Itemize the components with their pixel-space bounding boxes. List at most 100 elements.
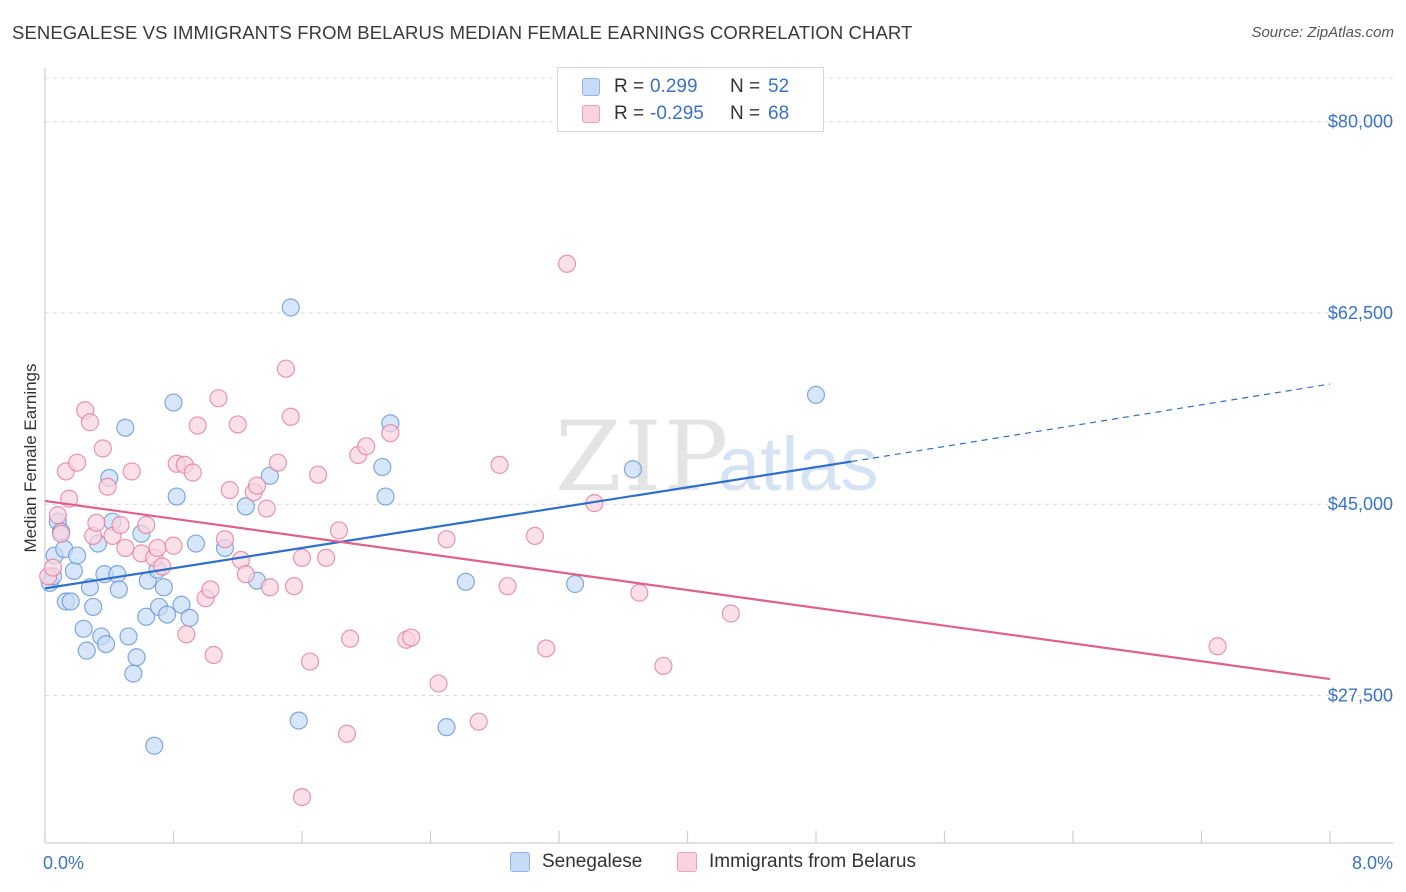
chart-title: SENEGALESE VS IMMIGRANTS FROM BELARUS ME… <box>12 22 913 43</box>
point-belarus <box>557 254 577 273</box>
point-belarus <box>201 580 220 599</box>
point-belarus <box>429 674 448 693</box>
watermark-zip: ZIP <box>555 401 730 513</box>
point-senegalese <box>137 607 156 626</box>
point-senegalese <box>236 497 255 516</box>
point-belarus <box>402 628 421 647</box>
x-tick-label: 8.0% <box>1352 853 1393 873</box>
point-senegalese <box>164 393 183 412</box>
point-senegalese <box>456 572 475 591</box>
point-belarus <box>137 515 156 535</box>
point-senegalese <box>154 578 173 597</box>
point-belarus <box>490 455 509 474</box>
point-belarus <box>381 424 400 443</box>
point-belarus <box>43 558 63 577</box>
point-belarus <box>1208 637 1227 656</box>
point-senegalese <box>373 457 392 477</box>
point-belarus <box>236 565 255 584</box>
legend-label-senegalese: Senegalese <box>542 851 643 872</box>
gridlines <box>45 77 1393 696</box>
point-belarus <box>87 513 106 532</box>
point-belarus <box>292 548 312 567</box>
point-belarus <box>68 453 87 472</box>
x-tick-label: 0.0% <box>43 853 84 873</box>
stats-legend: R = 0.299 N = 52 R = -0.295 N = 68 <box>557 67 824 132</box>
source-label: Source: ZipAtlas.com <box>1251 24 1394 41</box>
point-belarus <box>357 437 376 456</box>
r-label: R = <box>614 103 645 124</box>
legend-item-belarus[interactable]: Immigrants from Belarus <box>677 851 916 873</box>
legend-row-belarus: R = -0.295 N = 68 <box>582 102 789 126</box>
point-belarus <box>177 625 196 644</box>
point-senegalese <box>806 385 826 405</box>
point-belarus <box>111 515 130 535</box>
n-label: N = <box>730 76 761 97</box>
point-senegalese <box>64 561 84 580</box>
legend-label-belarus: Immigrants from Belarus <box>709 851 916 872</box>
point-senegalese <box>565 574 585 594</box>
point-senegalese <box>623 460 642 479</box>
data-points <box>39 254 1227 807</box>
point-belarus <box>209 389 228 408</box>
point-belarus <box>276 359 296 378</box>
legend-item-senegalese[interactable]: Senegalese <box>510 851 642 873</box>
point-belarus <box>183 463 202 482</box>
point-belarus <box>654 656 673 676</box>
y-tick-label: $62,500 <box>1328 303 1393 323</box>
point-belarus <box>153 557 172 576</box>
point-belarus <box>284 577 304 596</box>
point-belarus <box>329 521 349 540</box>
legend-swatch-belarus <box>582 105 600 123</box>
point-belarus <box>51 524 71 543</box>
point-belarus <box>257 499 276 518</box>
n-value: 52 <box>768 76 790 97</box>
point-belarus <box>292 787 312 807</box>
point-belarus <box>220 480 239 500</box>
point-belarus <box>537 639 556 658</box>
y-tick-label: $45,000 <box>1328 494 1393 514</box>
series-legend: Senegalese Immigrants from Belarus <box>0 851 1406 877</box>
point-belarus <box>80 413 100 432</box>
point-senegalese <box>84 597 103 617</box>
point-belarus <box>116 538 135 558</box>
point-senegalese <box>157 605 177 624</box>
point-belarus <box>204 645 223 665</box>
tick-labels: $27,500 $45,000 $62,500 $80,000 0.0% 8.0% <box>43 112 1393 873</box>
point-senegalese <box>172 595 191 614</box>
trend-line-senegalese <box>44 460 852 590</box>
point-belarus <box>437 530 456 549</box>
point-belarus <box>260 578 279 597</box>
point-belarus <box>341 629 360 648</box>
point-belarus <box>316 548 336 567</box>
point-senegalese <box>119 627 138 646</box>
r-value: 0.299 <box>650 76 698 97</box>
point-senegalese <box>186 534 206 553</box>
legend-swatch-belarus <box>677 852 697 872</box>
n-label: N = <box>730 103 761 124</box>
point-senegalese <box>437 718 456 737</box>
point-senegalese <box>281 298 300 317</box>
point-belarus <box>498 577 517 596</box>
trend-line-belarus <box>44 499 1331 681</box>
n-value: 68 <box>768 103 790 124</box>
trend-lines <box>44 383 1331 681</box>
point-belarus <box>164 536 183 555</box>
trend-line-senegalese-extension <box>851 383 1331 463</box>
y-tick-label: $80,000 <box>1328 112 1393 132</box>
point-belarus <box>308 465 328 484</box>
point-senegalese <box>109 580 128 599</box>
point-senegalese <box>180 608 199 627</box>
point-belarus <box>122 462 141 481</box>
point-senegalese <box>108 565 127 584</box>
r-value: -0.295 <box>650 103 704 124</box>
point-belarus <box>228 415 247 434</box>
point-belarus <box>268 453 288 472</box>
point-senegalese <box>116 418 135 437</box>
point-senegalese <box>260 466 279 485</box>
y-tick-label: $27,500 <box>1328 685 1393 705</box>
axes <box>44 68 1393 844</box>
point-belarus <box>247 476 267 495</box>
point-senegalese <box>289 711 308 730</box>
point-belarus <box>188 416 207 435</box>
point-senegalese <box>68 546 87 565</box>
